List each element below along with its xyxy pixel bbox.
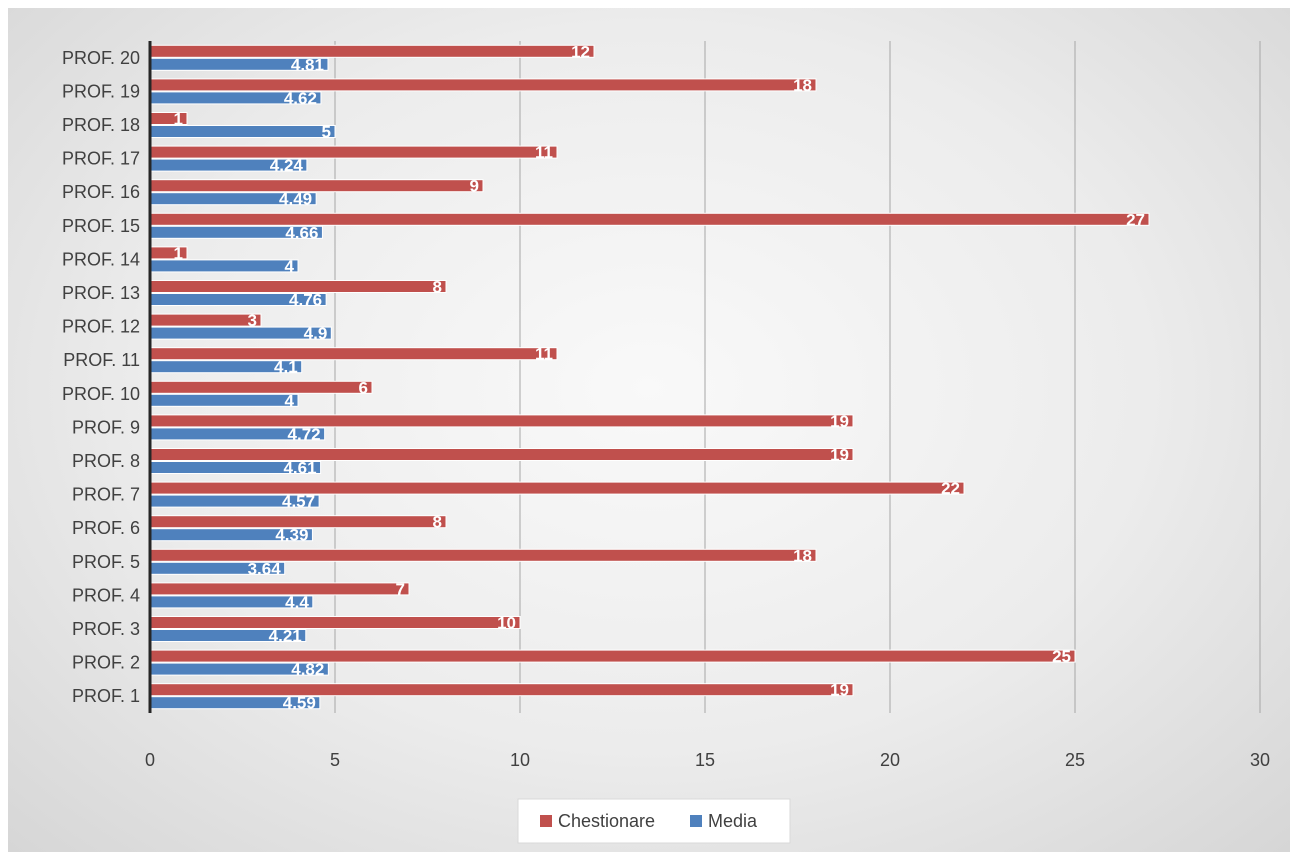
- data-label: 8: [433, 278, 442, 297]
- x-tick-label: 25: [1065, 750, 1085, 770]
- bar-chestionare: [149, 683, 854, 697]
- data-label: 4.76: [289, 291, 322, 310]
- data-label: 4.72: [288, 425, 321, 444]
- legend-swatch: [690, 815, 702, 827]
- bar-chestionare: [149, 347, 558, 361]
- category-label: PROF. 9: [72, 417, 140, 437]
- data-label: 4.4: [285, 593, 309, 612]
- data-label: 10: [497, 614, 516, 633]
- x-tick-label: 15: [695, 750, 715, 770]
- data-label: 11: [535, 143, 553, 162]
- data-label: 4.9: [304, 324, 328, 343]
- category-label: PROF. 5: [72, 552, 140, 572]
- data-label: 4: [285, 391, 295, 410]
- x-tick-label: 10: [510, 750, 530, 770]
- bar-chestionare: [149, 616, 521, 629]
- category-label: PROF. 11: [63, 350, 140, 370]
- bar-chestionare: [149, 448, 854, 461]
- legend-entry: Chestionare: [558, 811, 655, 831]
- data-label: 4.62: [284, 89, 317, 108]
- legend-swatch: [540, 815, 552, 827]
- data-label: 1: [174, 110, 183, 129]
- bar-media: [149, 259, 299, 273]
- bar-chestionare: [149, 179, 484, 193]
- data-label: 22: [941, 479, 960, 498]
- data-label: 1: [174, 244, 183, 263]
- data-label: 4.82: [291, 660, 324, 679]
- data-label: 9: [470, 177, 479, 196]
- bar-chestionare: [149, 582, 410, 596]
- bar-chestionare: [149, 44, 595, 58]
- category-label: PROF. 6: [72, 518, 140, 538]
- x-tick-label: 5: [330, 750, 340, 770]
- bar-chestionare: [149, 313, 262, 327]
- data-label: 19: [830, 446, 849, 465]
- bar-media: [149, 393, 299, 407]
- category-label: PROF. 10: [62, 384, 140, 404]
- bar-chestionare: [149, 145, 558, 159]
- category-label: PROF. 1: [72, 686, 140, 706]
- data-label: 11: [535, 345, 553, 364]
- data-label: 19: [830, 681, 849, 700]
- data-label: 4.21: [269, 627, 302, 646]
- data-label: 4.24: [270, 156, 304, 175]
- category-label: PROF. 7: [72, 485, 140, 505]
- category-label: PROF. 12: [62, 317, 140, 337]
- category-label: PROF. 2: [72, 653, 140, 673]
- category-label: PROF. 4: [72, 585, 140, 605]
- data-label: 4.59: [283, 694, 316, 713]
- data-label: 12: [571, 42, 590, 61]
- bar-chestionare: [149, 380, 373, 394]
- category-label: PROF. 18: [62, 115, 140, 135]
- bar-chestionare: [149, 78, 817, 92]
- data-label: 4.57: [282, 492, 315, 511]
- category-label: PROF. 13: [62, 283, 140, 303]
- x-tick-label: 30: [1250, 750, 1270, 770]
- x-tick-label: 20: [880, 750, 900, 770]
- data-label: 6: [359, 378, 368, 397]
- data-label: 4.1: [274, 358, 298, 377]
- data-label: 4: [285, 257, 295, 276]
- data-label: 7: [396, 580, 405, 599]
- x-tick-label: 0: [145, 750, 155, 770]
- category-label: PROF. 20: [62, 48, 140, 68]
- data-label: 4.49: [279, 190, 312, 209]
- bar-chestionare: [149, 481, 965, 495]
- bar-chestionare: [149, 649, 1076, 663]
- data-label: 4.61: [283, 459, 316, 478]
- category-label: PROF. 15: [62, 216, 140, 236]
- data-label: 18: [793, 76, 812, 95]
- data-label: 4.66: [285, 223, 318, 242]
- legend-entry: Media: [708, 811, 758, 831]
- data-label: 4.39: [275, 526, 308, 545]
- data-label: 27: [1126, 210, 1145, 229]
- data-label: 4.81: [291, 55, 324, 74]
- category-label: PROF. 17: [62, 149, 140, 169]
- category-label: PROF. 16: [62, 182, 140, 202]
- data-label: 19: [830, 412, 849, 431]
- category-label: PROF. 8: [72, 451, 140, 471]
- data-label: 18: [793, 546, 812, 565]
- category-label: PROF. 14: [62, 249, 140, 269]
- data-label: 3.64: [248, 559, 282, 578]
- data-label: 5: [322, 123, 331, 142]
- category-label: PROF. 3: [72, 619, 140, 639]
- data-label: 3: [248, 311, 257, 330]
- chart-area: 0 5 10 15 20 25 30 19 4.59 PROF. 1 25 4.82 PROF. 2 10…: [8, 8, 1290, 852]
- category-label: PROF. 19: [62, 81, 140, 101]
- data-label: 25: [1052, 647, 1071, 666]
- legend-box: [517, 798, 791, 844]
- bar-chestionare: [149, 414, 854, 428]
- data-label: 8: [433, 513, 442, 532]
